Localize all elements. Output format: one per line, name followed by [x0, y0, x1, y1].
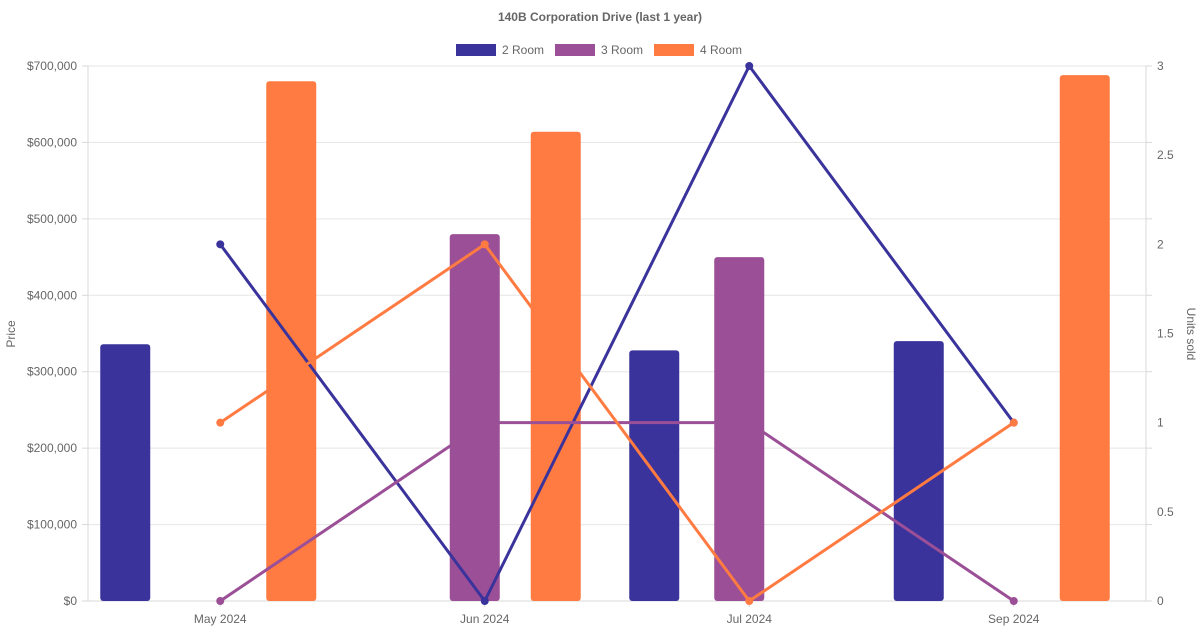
y-tick-label: $100,000 [27, 518, 77, 532]
x-tick-label: Jul 2024 [727, 612, 773, 626]
y-tick-label: $700,000 [27, 59, 77, 73]
legend: 2 Room 3 Room 4 Room [456, 43, 742, 57]
point-4-room-jun-2024[interactable] [480, 240, 489, 249]
x-tick-label: May 2024 [194, 612, 247, 626]
point-3-room-sep-2024[interactable] [1009, 597, 1018, 605]
lines [218, 64, 1016, 603]
y2-tick-label: 1 [1157, 416, 1164, 430]
y-tick-label: $0 [64, 594, 78, 608]
point-3-room-jun-2024[interactable] [480, 418, 489, 427]
point-2-room-jun-2024[interactable] [480, 597, 489, 605]
legend-swatch-3-room[interactable] [555, 44, 595, 56]
y2-tick-label: 2.5 [1157, 148, 1174, 162]
y-tick-label: $400,000 [27, 288, 77, 302]
bar-3-room-jul-2024[interactable] [714, 257, 765, 601]
y-tick-label: $200,000 [27, 441, 77, 455]
legend-label-3-room[interactable]: 3 Room [601, 43, 643, 57]
point-4-room-may-2024[interactable] [216, 418, 225, 427]
points [216, 62, 1018, 605]
line-2-room[interactable] [218, 64, 1016, 603]
legend-swatch-4-room[interactable] [654, 44, 694, 56]
point-3-room-jul-2024[interactable] [745, 418, 754, 427]
legend-swatch-2-room[interactable] [456, 44, 496, 56]
bars [100, 75, 1110, 602]
y-tick-label: $500,000 [27, 212, 77, 226]
gridlines [82, 65, 1152, 607]
bar-3-room-jun-2024[interactable] [449, 234, 500, 601]
legend-label-2-room[interactable]: 2 Room [502, 43, 544, 57]
chart-title: 140B Corporation Drive (last 1 year) [498, 10, 702, 24]
bar-2-room-sep-2024[interactable] [893, 341, 944, 601]
x-axis-ticks: May 2024 Jun 2024 Jul 2024 Sep 2024 [194, 612, 1040, 626]
point-4-room-jul-2024[interactable] [745, 597, 754, 605]
line-4-room[interactable] [218, 242, 1016, 603]
legend-label-4-room[interactable]: 4 Room [700, 43, 742, 57]
x-tick-label: Sep 2024 [988, 612, 1040, 626]
point-3-room-may-2024[interactable] [216, 597, 225, 605]
y2-tick-label: 1.5 [1157, 327, 1174, 341]
bar-4-room-jun-2024[interactable] [530, 131, 581, 601]
y2-tick-label: 3 [1157, 59, 1164, 73]
point-2-room-jul-2024[interactable] [745, 62, 754, 70]
y-axis-ticks: $0 $100,000 $200,000 $300,000 $400,000 $500,0… [27, 59, 77, 608]
point-2-room-may-2024[interactable] [216, 240, 225, 249]
bar-2-room-jul-2024[interactable] [629, 350, 680, 601]
y2-axis-ticks: 0 0.5 1 1.5 2 2.5 3 [1157, 59, 1174, 608]
y2-tick-label: 0 [1157, 594, 1164, 608]
y-tick-label: $300,000 [27, 365, 77, 379]
point-4-room-sep-2024[interactable] [1009, 418, 1018, 427]
y-tick-label: $600,000 [27, 135, 77, 149]
y-axis-title: Price [4, 320, 18, 348]
bar-2-room-may-2024[interactable] [100, 344, 151, 601]
bar-4-room-sep-2024[interactable] [1059, 75, 1110, 601]
y2-tick-label: 0.5 [1157, 505, 1174, 519]
x-tick-label: Jun 2024 [460, 612, 510, 626]
y2-axis-title: Units sold [1184, 308, 1198, 361]
y2-tick-label: 2 [1157, 237, 1164, 251]
